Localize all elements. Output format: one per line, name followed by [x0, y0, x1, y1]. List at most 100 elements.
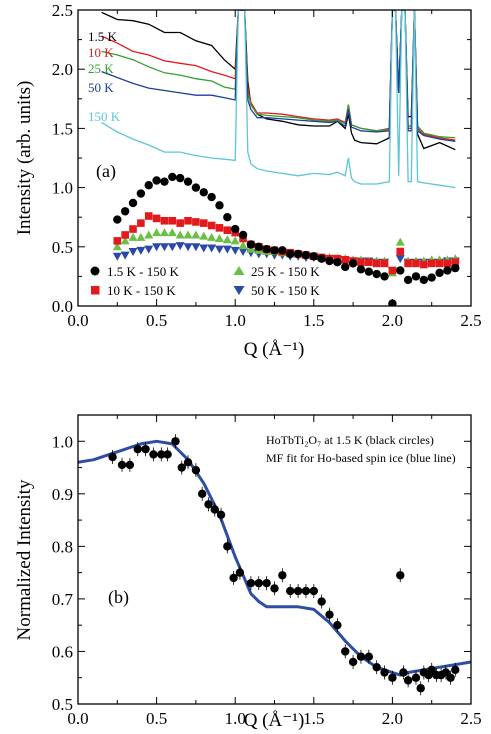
point-25-k-150-k [214, 234, 224, 243]
point-1-5-k-150-k [411, 272, 421, 281]
panel-1-x-tick-label: 2.0 [382, 709, 403, 728]
point-10-k-150-k [435, 259, 444, 268]
point-50-k-150-k [199, 244, 209, 253]
data-point [204, 500, 213, 509]
panel-0-y-tick-label: 1.0 [52, 179, 73, 198]
point-1-5-k-150-k [341, 262, 350, 272]
legend-label-1-5k-150k: 1.5 K - 150 K [107, 264, 179, 279]
point-1-5-k-150-k [372, 269, 381, 279]
point-25-k-150-k [144, 230, 154, 239]
panel-a-ticks: 0.0 0.5 1.0 1.5 2.0 2.5 0.0 0.5 1.0 1.5 2.0 2.5 [52, 1, 482, 330]
line-label-25k: 25 K [88, 61, 114, 76]
data-point [396, 571, 405, 580]
point-1-5-k-150-k [443, 266, 452, 275]
point-1-5-k-150-k [136, 189, 146, 198]
point-50-k-150-k [136, 246, 146, 255]
data-point [317, 597, 326, 606]
point-1-5-k-150-k [301, 250, 311, 260]
data-point [286, 586, 295, 596]
legend-marker-circle [90, 266, 100, 276]
legend-label-10k-150k: 10 K - 150 K [107, 283, 176, 298]
panel-b: 0.0 0.5 1.0 1.5 2.0 2.50.50.60.70.80.91.0 (b)… [14, 414, 482, 731]
point-1-5-k-150-k [246, 240, 256, 249]
panel-a: 0.0 0.5 1.0 1.5 2.0 2.5 0.0 0.5 1.0 1.5 2.0 2.5 (a)… [14, 1, 482, 360]
point-1-5-k-150-k [380, 272, 389, 281]
annotation-line-2: MF fit for Ho-based spin ice (blue line) [266, 451, 456, 465]
point-10-k-150-k [372, 259, 381, 268]
panel-0-x-tick-label: 2.5 [460, 311, 481, 330]
data-point [246, 578, 256, 588]
data-point [333, 620, 342, 630]
point-10-k-150-k [144, 212, 153, 220]
point-1-5-k-150-k [175, 173, 185, 183]
line-series-1-5-k [101, 10, 456, 151]
point-1-5-k-150-k [254, 242, 263, 251]
point-10-k-150-k [443, 259, 452, 268]
data-point [411, 673, 421, 682]
data-point [270, 584, 279, 593]
point-1-5-k-150-k [160, 177, 169, 186]
panel-b-ticks: 0.0 0.5 1.0 1.5 2.0 2.50.50.60.70.80.91.0 [52, 414, 482, 728]
panel-a-plot-area [101, 10, 460, 306]
point-1-5-k-150-k [325, 256, 334, 266]
point-25-k-150-k [152, 228, 162, 237]
point-25-k-150-k [246, 244, 256, 253]
data-point [301, 586, 311, 596]
point-1-5-k-150-k [419, 275, 429, 285]
point-10-k-150-k [192, 218, 200, 226]
point-25-k-150-k [207, 232, 217, 241]
panel-0-y-tick-label: 2.5 [52, 1, 73, 20]
data-point [356, 652, 366, 661]
point-10-k-150-k [341, 256, 350, 264]
point-50-k-150-k [159, 243, 169, 252]
legend-marker-triangle-up [233, 266, 245, 275]
point-50-k-150-k [175, 242, 185, 251]
point-1-5-k-150-k [238, 230, 248, 240]
panel-1-x-tick-label: 1.5 [303, 709, 324, 728]
point-10-k-150-k [176, 219, 184, 227]
point-10-k-150-k [365, 258, 373, 266]
point-25-k-150-k [167, 228, 177, 237]
point-1-5-k-150-k [356, 265, 366, 274]
point-10-k-150-k [451, 258, 460, 266]
panel-b-label: (b) [108, 587, 129, 608]
point-10-k-150-k [137, 219, 145, 227]
panel-0-y-tick-label: 0.5 [52, 238, 73, 257]
panel-0-y-tick-label: 1.5 [52, 119, 73, 138]
point-1-5-k-150-k [215, 201, 224, 210]
data-point [157, 450, 166, 459]
point-1-5-k-150-k [231, 224, 240, 234]
point-10-k-150-k [113, 237, 122, 245]
panel-a-label: (a) [96, 161, 116, 182]
point-1-5-k-150-k [317, 254, 326, 263]
point-10-k-150-k [404, 259, 412, 268]
panel-1-y-tick-label: 0.9 [52, 485, 73, 504]
annotation-line-1: HoTbTi₂O₇ at 1.5 K (black circles) [266, 433, 434, 447]
point-1-5-k-150-k [435, 268, 444, 278]
point-25-k-150-k [222, 235, 232, 244]
point-1-5-k-150-k [451, 263, 460, 273]
point-50-k-150-k [238, 248, 248, 257]
point-1-5-k-150-k [364, 267, 374, 276]
data-point [278, 571, 287, 580]
panel-b-xlabel: Q (Å⁻¹) [244, 710, 305, 731]
data-point [293, 586, 303, 596]
data-point [399, 668, 408, 677]
panel-b-series [78, 434, 471, 696]
panel-0-x-tick-label: 0.5 [146, 311, 167, 330]
fit-line [78, 439, 471, 677]
panel-1-x-tick-label: 0.0 [67, 709, 88, 728]
data-point [446, 673, 455, 682]
panel-1-x-tick-label: 2.5 [460, 709, 481, 728]
legend-marker-triangle-down [233, 286, 245, 295]
data-point [309, 586, 318, 596]
point-1-5-k-150-k [191, 183, 201, 192]
point-10-k-150-k [357, 258, 365, 266]
point-1-5-k-150-k [262, 244, 271, 254]
point-1-5-k-150-k [403, 275, 413, 285]
point-10-k-150-k [396, 247, 405, 256]
point-10-k-150-k [168, 216, 177, 225]
panel-1-y-tick-label: 1.0 [52, 432, 73, 451]
point-10-k-150-k [121, 231, 129, 239]
data-point [341, 647, 350, 656]
